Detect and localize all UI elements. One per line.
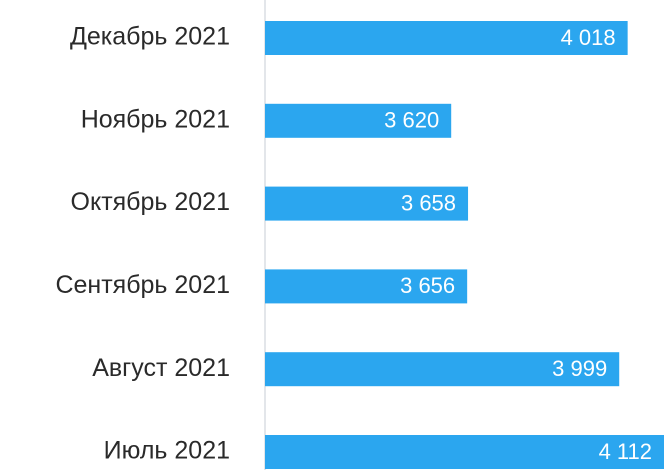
bar — [265, 21, 628, 55]
category-label: Август 2021 — [92, 354, 230, 382]
category-label: Июль 2021 — [104, 437, 230, 465]
value-label: 3 999 — [552, 356, 607, 381]
value-label: 3 620 — [384, 108, 439, 133]
value-label: 4 112 — [599, 439, 652, 464]
bar — [265, 186, 469, 221]
bar — [265, 103, 452, 138]
value-label: 4 018 — [561, 25, 616, 50]
bar — [265, 435, 664, 469]
category-label: Ноябрь 2021 — [81, 105, 230, 133]
category-label: Сентябрь 2021 — [55, 271, 230, 299]
bar — [265, 269, 468, 304]
bar — [265, 352, 620, 387]
value-label: 3 656 — [400, 273, 455, 298]
category-label: Декабрь 2021 — [70, 23, 230, 51]
category-label: Октябрь 2021 — [71, 188, 230, 216]
value-label: 3 658 — [401, 190, 456, 215]
